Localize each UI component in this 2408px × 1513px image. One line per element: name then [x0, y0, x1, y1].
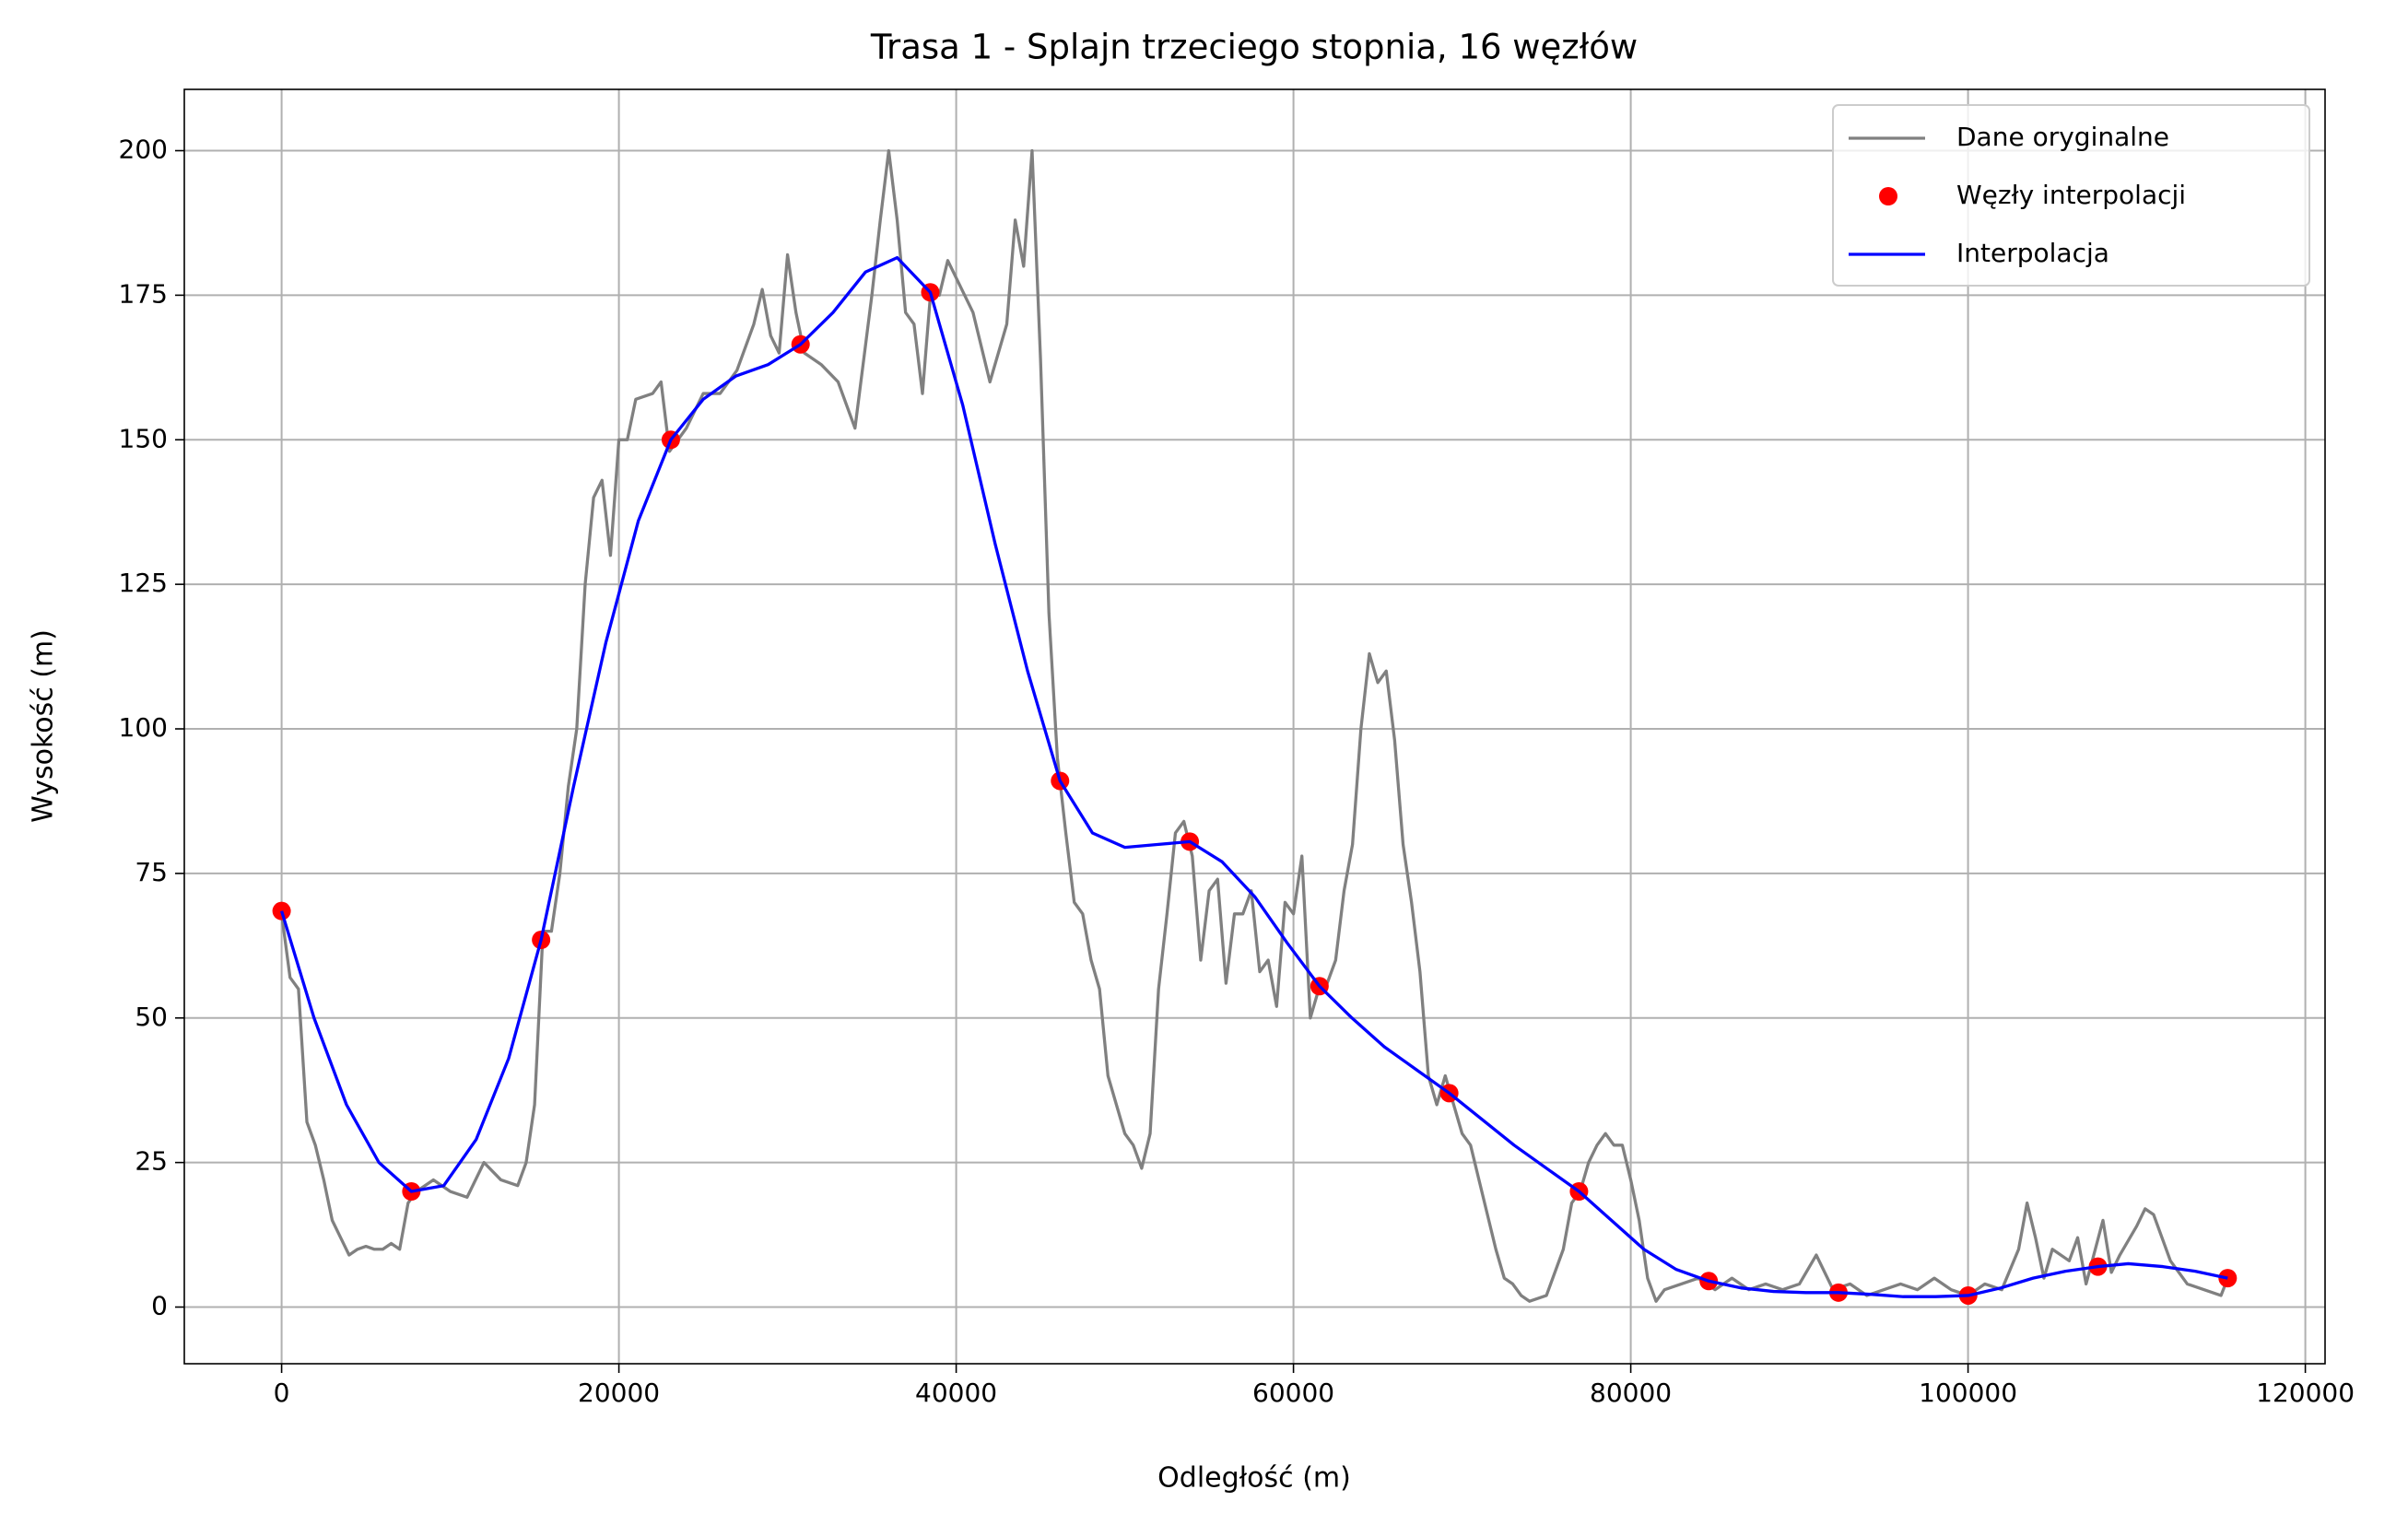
- y-tick-label: 0: [151, 1291, 168, 1321]
- legend-label: Dane oryginalne: [1956, 122, 2169, 152]
- y-tick-label: 50: [135, 1002, 168, 1032]
- chart-title: Trasa 1 - Splajn trzeciego stopnia, 16 w…: [870, 28, 1638, 67]
- y-axis-label: Wysokość (m): [28, 629, 60, 823]
- x-tick-label: 80000: [1590, 1378, 1672, 1408]
- y-tick-label: 25: [135, 1146, 168, 1177]
- y-tick-label: 125: [119, 568, 168, 598]
- x-tick-label: 40000: [915, 1378, 997, 1408]
- y-tick-label: 75: [135, 857, 168, 887]
- legend-label: Interpolacja: [1956, 238, 2109, 268]
- legend-box: [1832, 104, 2310, 287]
- series-line: [280, 255, 2228, 1298]
- y-tick-label: 150: [119, 423, 168, 453]
- x-tick-label: 100000: [1919, 1378, 2017, 1408]
- x-tick-label: 60000: [1252, 1378, 1334, 1408]
- plot-frame: [183, 88, 2326, 1365]
- y-tick-label: 200: [119, 135, 168, 165]
- x-tick-label: 20000: [578, 1378, 660, 1408]
- series-line: [279, 148, 2229, 1303]
- x-tick-label: 120000: [2256, 1378, 2355, 1408]
- legend-label: Węzły interpolacji: [1956, 180, 2186, 210]
- y-tick-label: 175: [119, 278, 168, 309]
- y-tick-label: 100: [119, 712, 168, 743]
- x-axis-label: Odległość (m): [1157, 1462, 1351, 1495]
- x-tick-label: 0: [274, 1378, 290, 1408]
- legend-marker: [1879, 187, 1897, 205]
